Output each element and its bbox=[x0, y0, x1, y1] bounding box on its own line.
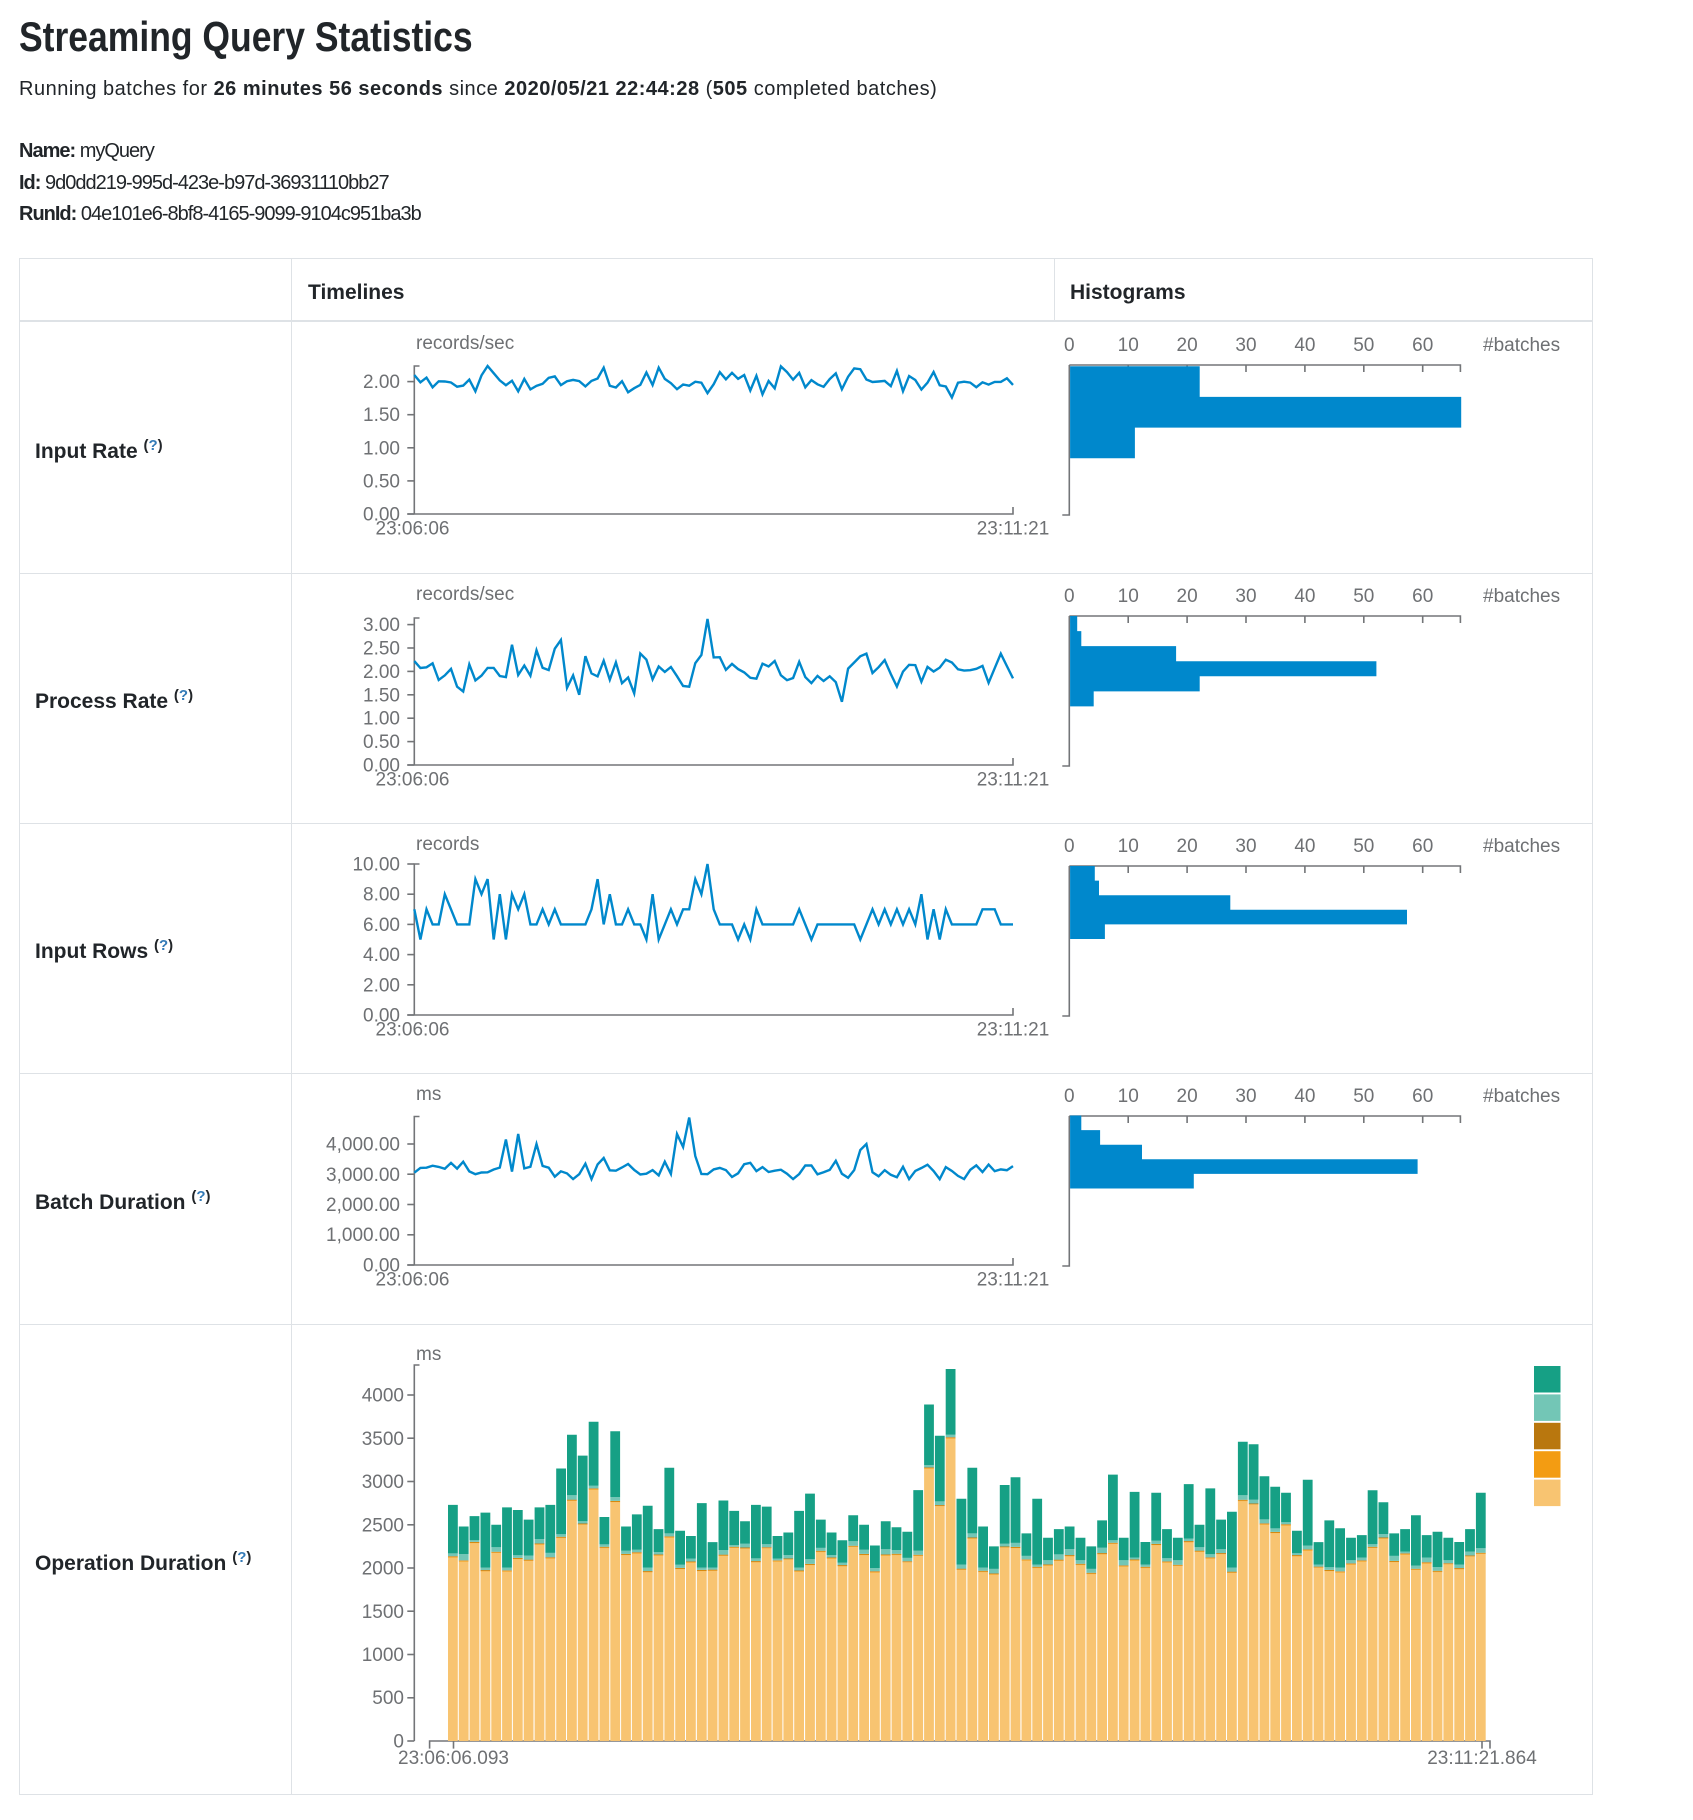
svg-text:23:11:21: 23:11:21 bbox=[977, 1270, 1050, 1291]
svg-text:0: 0 bbox=[1064, 335, 1075, 356]
svg-text:23:11:21: 23:11:21 bbox=[977, 770, 1050, 791]
svg-text:0.00: 0.00 bbox=[363, 505, 400, 526]
svg-text:10: 10 bbox=[1118, 1086, 1139, 1107]
svg-text:records/sec: records/sec bbox=[416, 584, 514, 605]
svg-text:1.50: 1.50 bbox=[363, 685, 400, 706]
svg-text:0: 0 bbox=[1064, 586, 1075, 607]
svg-text:4.00: 4.00 bbox=[363, 945, 400, 966]
svg-text:2.00: 2.00 bbox=[363, 975, 400, 996]
svg-text:0.50: 0.50 bbox=[363, 732, 400, 753]
svg-text:4,000.00: 4,000.00 bbox=[326, 1135, 400, 1156]
svg-text:0.00: 0.00 bbox=[363, 1006, 400, 1027]
svg-text:23:06:06: 23:06:06 bbox=[376, 770, 450, 791]
svg-text:10: 10 bbox=[1118, 335, 1139, 356]
svg-text:500: 500 bbox=[372, 1688, 404, 1709]
svg-text:60: 60 bbox=[1412, 586, 1433, 607]
svg-text:1.50: 1.50 bbox=[363, 405, 400, 426]
svg-text:3.00: 3.00 bbox=[363, 615, 400, 636]
svg-text:3500: 3500 bbox=[362, 1429, 404, 1450]
svg-text:records/sec: records/sec bbox=[416, 333, 514, 354]
svg-text:8.00: 8.00 bbox=[363, 885, 400, 906]
svg-text:50: 50 bbox=[1353, 586, 1374, 607]
svg-text:40: 40 bbox=[1294, 335, 1315, 356]
svg-text:23:11:21: 23:11:21 bbox=[977, 519, 1050, 540]
svg-text:20: 20 bbox=[1177, 335, 1198, 356]
svg-text:0: 0 bbox=[393, 1732, 404, 1753]
svg-text:30: 30 bbox=[1235, 335, 1256, 356]
svg-text:2,000.00: 2,000.00 bbox=[326, 1195, 400, 1216]
svg-text:60: 60 bbox=[1412, 335, 1433, 356]
svg-text:30: 30 bbox=[1235, 586, 1256, 607]
svg-text:50: 50 bbox=[1353, 335, 1374, 356]
svg-text:23:06:06: 23:06:06 bbox=[376, 1270, 450, 1291]
svg-text:0.50: 0.50 bbox=[363, 471, 400, 492]
svg-text:2000: 2000 bbox=[362, 1559, 404, 1580]
svg-text:2.00: 2.00 bbox=[363, 662, 400, 683]
svg-text:0: 0 bbox=[1064, 1086, 1075, 1107]
svg-text:10.00: 10.00 bbox=[352, 855, 400, 876]
svg-text:2.00: 2.00 bbox=[363, 372, 400, 393]
svg-text:20: 20 bbox=[1177, 586, 1198, 607]
svg-text:2.50: 2.50 bbox=[363, 639, 400, 660]
svg-text:20: 20 bbox=[1177, 836, 1198, 857]
svg-text:23:11:21: 23:11:21 bbox=[977, 1020, 1050, 1041]
svg-text:30: 30 bbox=[1235, 836, 1256, 857]
svg-text:1.00: 1.00 bbox=[363, 438, 400, 459]
svg-text:10: 10 bbox=[1118, 586, 1139, 607]
svg-text:23:11:21.864: 23:11:21.864 bbox=[1427, 1748, 1537, 1769]
svg-text:23:06:06: 23:06:06 bbox=[376, 519, 450, 540]
svg-text:30: 30 bbox=[1235, 1086, 1256, 1107]
svg-text:6.00: 6.00 bbox=[363, 915, 400, 936]
svg-text:1500: 1500 bbox=[362, 1602, 404, 1623]
svg-text:0.00: 0.00 bbox=[363, 756, 400, 777]
svg-text:40: 40 bbox=[1294, 836, 1315, 857]
svg-text:ms: ms bbox=[416, 1344, 441, 1365]
svg-text:#batches: #batches bbox=[1483, 335, 1560, 356]
svg-text:3,000.00: 3,000.00 bbox=[326, 1165, 400, 1186]
svg-text:1.00: 1.00 bbox=[363, 709, 400, 730]
svg-text:60: 60 bbox=[1412, 836, 1433, 857]
svg-text:#batches: #batches bbox=[1483, 586, 1560, 607]
svg-text:23:06:06.093: 23:06:06.093 bbox=[398, 1748, 509, 1769]
svg-text:3000: 3000 bbox=[362, 1472, 404, 1493]
svg-text:0: 0 bbox=[1064, 836, 1075, 857]
svg-text:10: 10 bbox=[1118, 836, 1139, 857]
svg-text:20: 20 bbox=[1177, 1086, 1198, 1107]
svg-text:#batches: #batches bbox=[1483, 836, 1560, 857]
svg-text:23:06:06: 23:06:06 bbox=[376, 1020, 450, 1041]
svg-text:ms: ms bbox=[416, 1084, 441, 1105]
svg-text:1000: 1000 bbox=[362, 1645, 404, 1666]
svg-text:0.00: 0.00 bbox=[363, 1256, 400, 1277]
svg-text:60: 60 bbox=[1412, 1086, 1433, 1107]
svg-text:40: 40 bbox=[1294, 1086, 1315, 1107]
svg-text:50: 50 bbox=[1353, 1086, 1374, 1107]
svg-text:2500: 2500 bbox=[362, 1515, 404, 1536]
svg-text:records: records bbox=[416, 834, 479, 855]
svg-text:50: 50 bbox=[1353, 836, 1374, 857]
svg-text:4000: 4000 bbox=[362, 1386, 404, 1407]
svg-text:40: 40 bbox=[1294, 586, 1315, 607]
svg-text:#batches: #batches bbox=[1483, 1086, 1560, 1107]
svg-text:1,000.00: 1,000.00 bbox=[326, 1225, 400, 1246]
